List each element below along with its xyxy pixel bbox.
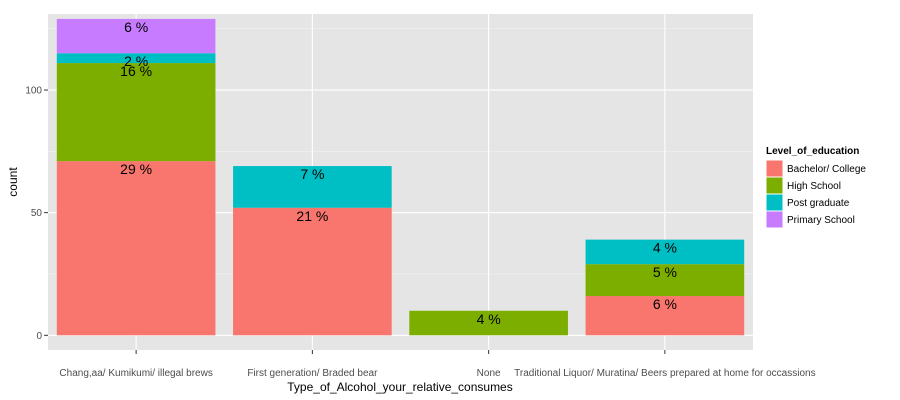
bar-label: 4 %: [653, 240, 677, 256]
y-tick-label: 0: [36, 331, 42, 342]
x-tick-label: None: [477, 368, 501, 379]
bars: [56, 18, 745, 336]
bar-label: 16 %: [120, 63, 152, 79]
bar-segment: [56, 53, 216, 64]
bar-label: 21 %: [296, 208, 328, 224]
bar-label: 6 %: [653, 296, 677, 312]
bar-segment: [56, 161, 216, 336]
bar-segment: [585, 296, 745, 336]
bar-label: 5 %: [653, 264, 677, 280]
y-tick-label: 50: [31, 208, 43, 219]
bar-label: 29 %: [120, 161, 152, 177]
legend-swatch: [765, 176, 784, 195]
y-axis: 0 50 100: [25, 86, 48, 342]
bar-labels: 29 % 16 %2 % 6 % 21 % 7 % 4 % 6 % 5 % 4 %: [120, 19, 677, 327]
x-tick-label: Chang,aa/ Kumikumi/ illegal brews: [59, 368, 212, 379]
bar-segment: [233, 207, 392, 336]
x-tick-label: Traditional Liquor/ Muratina/ Beers prep…: [514, 368, 815, 379]
x-tick-label: First generation/ Braded bear: [247, 368, 378, 379]
legend-swatch: [765, 159, 784, 178]
bar-segment: [409, 310, 568, 336]
bar-segment: [233, 166, 392, 208]
legend-swatch: [765, 193, 784, 212]
y-axis-title: count: [6, 167, 20, 197]
x-axis: Chang,aa/ Kumikumi/ illegal brews First g…: [59, 350, 816, 379]
legend-label: Bachelor/ College: [787, 164, 866, 175]
legend: Level_of_education Bachelor/ College High…: [765, 146, 866, 229]
bar-segment: [585, 264, 745, 297]
legend-swatch: [765, 210, 784, 229]
bar-label: 2 %: [124, 53, 148, 69]
bar-label: 6 %: [124, 19, 148, 35]
legend-label: Post graduate: [787, 198, 850, 209]
x-axis-title: Type_of_Alcohol_your_relative_consumes: [287, 380, 512, 394]
y-tick-label: 100: [25, 86, 42, 97]
bar-segment: [585, 239, 745, 265]
legend-label: Primary School: [787, 215, 855, 226]
legend-label: High School: [787, 181, 841, 192]
legend-title: Level_of_education: [766, 146, 859, 157]
bar-label: 4 %: [477, 311, 501, 327]
bar-segment: [56, 18, 216, 54]
bar-segment: [56, 63, 216, 162]
bar-label: 7 %: [300, 166, 324, 182]
